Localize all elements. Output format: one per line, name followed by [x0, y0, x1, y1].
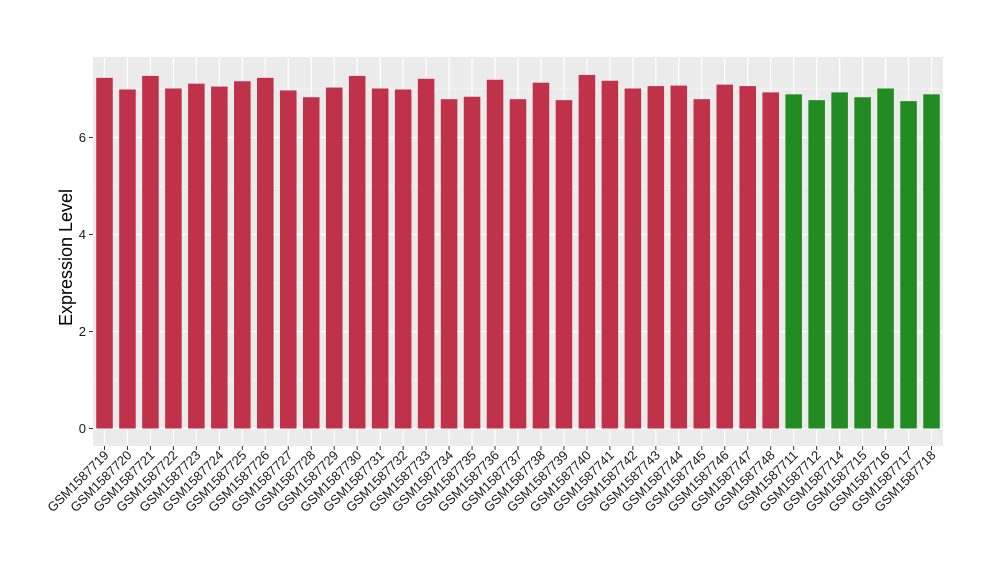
bar-GSM1587714 [831, 92, 848, 429]
bar-GSM1587721 [142, 75, 159, 429]
bar-GSM1587731 [371, 88, 389, 429]
bar-GSM1587719 [96, 77, 113, 429]
bar-GSM1587732 [394, 89, 412, 429]
bar-GSM1587730 [348, 75, 366, 429]
y-tick-label: 6 [79, 130, 86, 145]
bar-GSM1587712 [808, 100, 825, 429]
bar-GSM1587738 [532, 82, 550, 429]
bar-GSM1587725 [234, 81, 251, 429]
bar-GSM1587729 [325, 87, 343, 429]
y-tick-label: 4 [79, 227, 86, 242]
bars [96, 74, 940, 429]
bar-GSM1587743 [647, 86, 665, 429]
bar-GSM1587737 [509, 99, 527, 429]
bar-GSM1587723 [188, 83, 205, 429]
bar-GSM1587746 [716, 84, 734, 429]
bar-GSM1587733 [417, 78, 435, 429]
bar-GSM1587741 [601, 80, 619, 429]
bar-GSM1587715 [854, 97, 871, 429]
bar-GSM1587747 [739, 86, 756, 429]
y-axis: 0 2 4 6 [79, 130, 93, 436]
y-axis-title: Expression Level [56, 189, 76, 326]
bar-GSM1587726 [257, 77, 274, 429]
bar-GSM1587744 [670, 85, 688, 429]
bar-GSM1587742 [624, 88, 642, 429]
x-axis: GSM1587719GSM1587720GSM1587721GSM1587722… [44, 446, 939, 515]
bar-GSM1587711 [785, 94, 802, 429]
bar-GSM1587717 [900, 101, 917, 429]
bar-GSM1587745 [693, 99, 711, 429]
bar-GSM1587735 [463, 96, 481, 429]
bar-GSM1587716 [877, 88, 894, 429]
bar-GSM1587718 [923, 94, 940, 429]
bar-GSM1587736 [486, 79, 504, 429]
bar-GSM1587739 [555, 100, 573, 429]
bar-GSM1587728 [302, 97, 320, 429]
bar-GSM1587740 [578, 74, 596, 429]
bar-GSM1587748 [762, 92, 779, 429]
y-tick-label: 2 [79, 324, 86, 339]
bar-GSM1587722 [165, 88, 182, 429]
bar-GSM1587727 [280, 90, 297, 429]
bar-GSM1587720 [119, 89, 136, 429]
y-tick-label: 0 [79, 421, 86, 436]
bar-GSM1587724 [211, 86, 228, 429]
bar-GSM1587734 [440, 99, 458, 429]
